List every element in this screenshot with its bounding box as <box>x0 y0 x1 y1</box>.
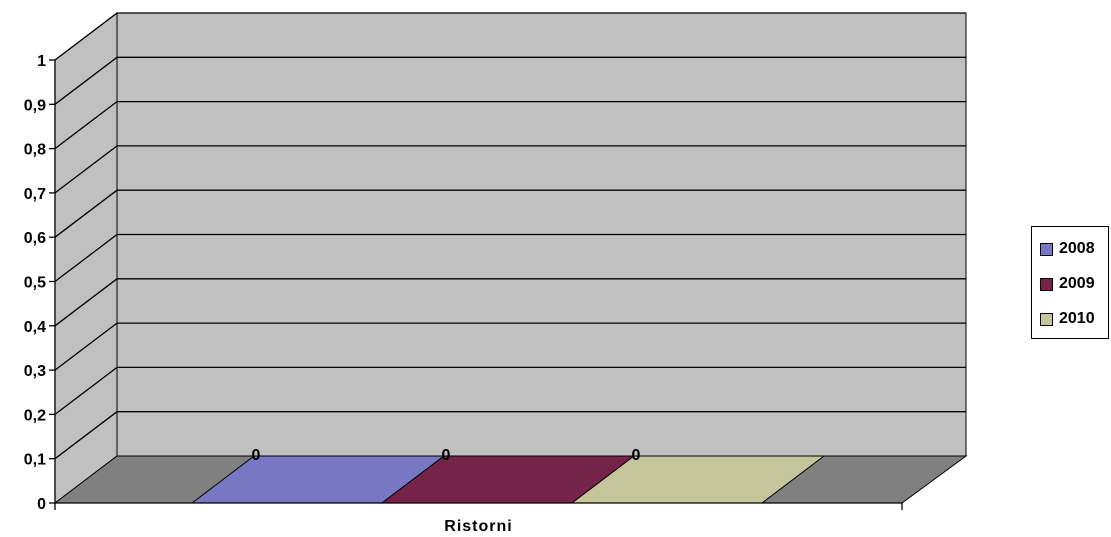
data-labels: 0 0 0 <box>252 447 641 464</box>
y-tick-label: 0,3 <box>24 363 46 380</box>
gridline-side <box>54 101 118 150</box>
chart-walls <box>54 11 967 505</box>
y-tick-label: 0,6 <box>24 230 46 247</box>
y-tick-label: 0 <box>37 496 46 513</box>
legend-label-2009: 2009 <box>1059 275 1095 292</box>
legend-item-2010: 2010 <box>1040 309 1095 329</box>
data-label-2009: 0 <box>442 447 451 464</box>
gridline-side <box>54 56 118 105</box>
y-tick-label: 0,4 <box>24 319 46 336</box>
y-tick-labels: 0 0,1 0,2 0,3 0,4 0,5 0,6 0,7 0,8 0,9 1 <box>24 53 46 513</box>
gridline-side <box>54 278 118 327</box>
y-tick-label: 0,9 <box>24 97 46 114</box>
gridline-side <box>54 145 118 194</box>
y-tick-label: 0,7 <box>24 186 46 203</box>
y-tick-label: 0,2 <box>24 407 46 424</box>
x-tick-label: Ristorni <box>444 518 512 535</box>
y-tick-label: 0,8 <box>24 142 46 159</box>
gridline-side <box>54 233 118 283</box>
legend-label-2008: 2008 <box>1059 240 1095 257</box>
legend-swatch-2008 <box>1040 242 1053 256</box>
gridline-side <box>54 189 118 238</box>
gridline-side <box>54 322 118 371</box>
x-tick-labels: Ristorni <box>444 518 512 535</box>
legend-swatch-2009 <box>1040 277 1053 291</box>
y-tick-label: 0,5 <box>24 275 46 292</box>
axes <box>49 59 903 510</box>
legend-label-2010: 2010 <box>1059 310 1095 327</box>
legend: 2008 2009 2010 <box>1031 226 1109 339</box>
data-label-2008: 0 <box>252 447 261 464</box>
bars <box>190 455 826 504</box>
gridline-side <box>54 411 118 460</box>
gridline-side <box>54 12 118 61</box>
legend-item-2008: 2008 <box>1040 239 1095 259</box>
legend-item-2009: 2009 <box>1040 274 1095 294</box>
y-tick-label: 1 <box>37 53 46 70</box>
gridlines <box>54 12 966 460</box>
y-tick-label: 0,1 <box>24 452 46 469</box>
legend-swatch-2010 <box>1040 312 1053 326</box>
data-label-2010: 0 <box>632 447 641 464</box>
gridline-side <box>54 366 118 415</box>
